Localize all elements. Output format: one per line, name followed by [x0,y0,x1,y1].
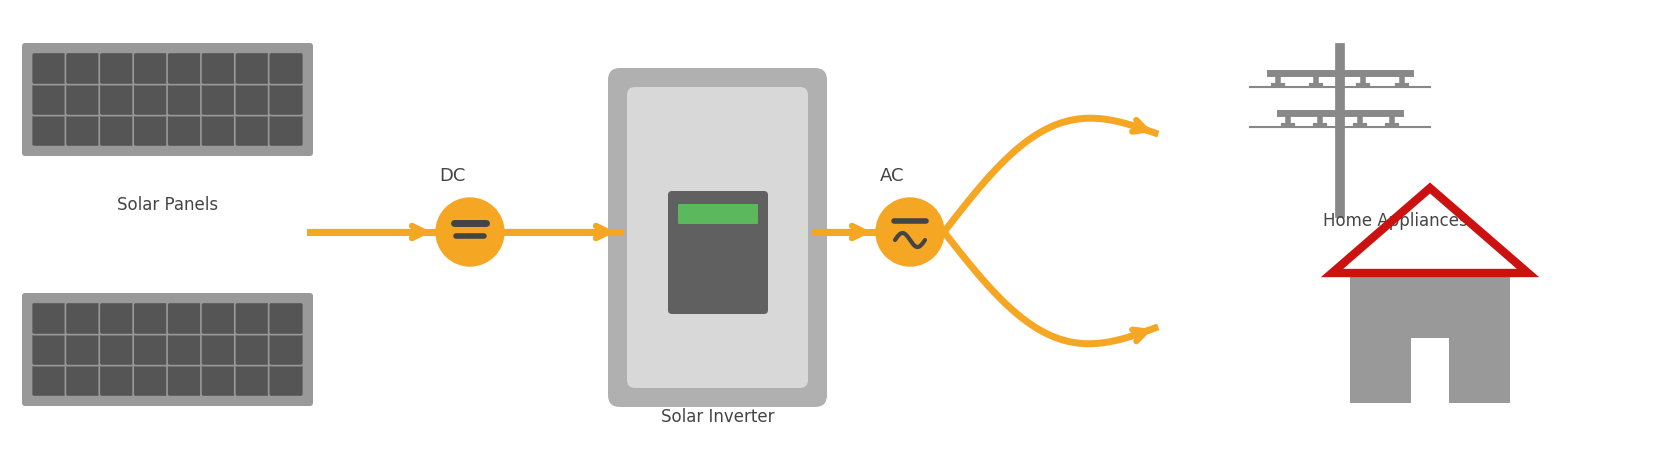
Bar [1351,273,1510,403]
FancyBboxPatch shape [66,114,101,147]
FancyBboxPatch shape [32,333,66,366]
FancyBboxPatch shape [235,83,269,116]
FancyBboxPatch shape [32,114,66,147]
FancyBboxPatch shape [166,114,202,147]
FancyBboxPatch shape [627,87,808,388]
FancyBboxPatch shape [202,83,235,116]
FancyBboxPatch shape [269,333,304,366]
FancyBboxPatch shape [133,114,168,147]
FancyBboxPatch shape [66,302,101,335]
Text: AC: AC [880,167,904,185]
FancyBboxPatch shape [133,333,168,366]
FancyBboxPatch shape [32,364,66,397]
FancyBboxPatch shape [133,83,168,116]
FancyBboxPatch shape [269,364,304,397]
FancyBboxPatch shape [32,52,66,85]
FancyBboxPatch shape [66,364,101,397]
FancyBboxPatch shape [269,52,304,85]
FancyBboxPatch shape [669,191,768,314]
FancyBboxPatch shape [32,302,66,335]
FancyBboxPatch shape [166,333,202,366]
Text: Solar Panels: Solar Panels [118,196,218,214]
FancyBboxPatch shape [235,364,269,397]
Bar [1411,338,1448,403]
Circle shape [437,198,504,266]
FancyBboxPatch shape [269,302,304,335]
FancyBboxPatch shape [99,364,134,397]
FancyBboxPatch shape [166,302,202,335]
FancyBboxPatch shape [99,333,134,366]
FancyBboxPatch shape [99,114,134,147]
FancyBboxPatch shape [166,83,202,116]
FancyBboxPatch shape [202,333,235,366]
FancyBboxPatch shape [66,83,101,116]
FancyBboxPatch shape [133,364,168,397]
FancyBboxPatch shape [269,114,304,147]
FancyBboxPatch shape [22,293,312,406]
FancyBboxPatch shape [235,333,269,366]
FancyBboxPatch shape [66,333,101,366]
FancyBboxPatch shape [235,52,269,85]
FancyBboxPatch shape [269,83,304,116]
FancyBboxPatch shape [202,52,235,85]
Text: Solar Inverter: Solar Inverter [660,408,774,426]
FancyBboxPatch shape [202,114,235,147]
FancyBboxPatch shape [99,83,134,116]
FancyBboxPatch shape [166,364,202,397]
FancyBboxPatch shape [235,302,269,335]
FancyBboxPatch shape [32,83,66,116]
FancyBboxPatch shape [66,52,101,85]
FancyBboxPatch shape [99,52,134,85]
FancyBboxPatch shape [235,114,269,147]
FancyBboxPatch shape [22,43,312,156]
FancyBboxPatch shape [202,364,235,397]
FancyBboxPatch shape [202,302,235,335]
Text: DC: DC [438,167,465,185]
Text: Home Appliances: Home Appliances [1322,212,1467,230]
FancyBboxPatch shape [679,204,758,224]
FancyBboxPatch shape [99,302,134,335]
FancyBboxPatch shape [166,52,202,85]
FancyBboxPatch shape [133,302,168,335]
FancyBboxPatch shape [608,68,827,407]
Circle shape [875,198,944,266]
FancyBboxPatch shape [133,52,168,85]
